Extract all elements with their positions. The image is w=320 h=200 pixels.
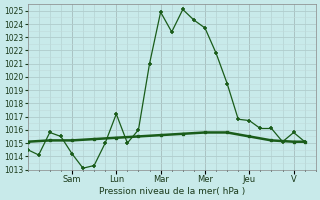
X-axis label: Pression niveau de la mer( hPa ): Pression niveau de la mer( hPa ) — [99, 187, 245, 196]
